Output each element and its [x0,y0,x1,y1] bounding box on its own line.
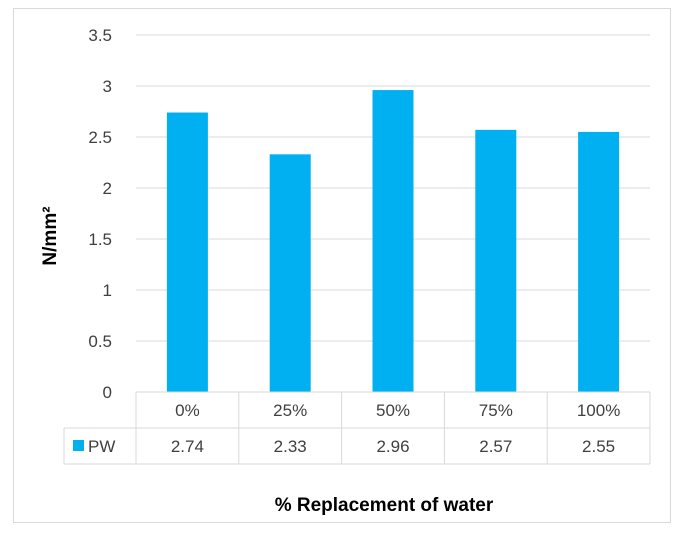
y-tick-label: 0.5 [88,332,112,351]
category-label: 25% [273,401,307,420]
y-tick-label: 1.5 [88,230,112,249]
y-tick-label: 0 [103,383,112,402]
category-label: 75% [479,401,513,420]
data-table: 0% 2.74 25% 2.33 50% 2.96 75% 2.57 100% 2.55 PW [63,391,651,465]
data-table-value: 2.74 [171,437,204,456]
bar [269,154,311,392]
data-table-value: 2.55 [582,437,615,456]
data-table-value: 2.57 [479,437,512,456]
legend-swatch [73,440,84,451]
y-tick-label: 2 [103,179,112,198]
y-tick-label: 1 [103,281,112,300]
category-label: 50% [376,401,410,420]
y-tick-label: 3 [103,77,112,96]
y-axis-label: N/mm² [40,206,61,265]
bar [166,112,208,393]
y-tick-label: 2.5 [88,128,112,147]
bar [475,129,517,393]
bars [166,90,620,393]
data-table-value: 2.33 [274,437,307,456]
y-tick-label: 3.5 [88,26,112,45]
category-label: 100% [577,401,620,420]
data-table-value: 2.96 [376,437,409,456]
bar [578,131,620,392]
x-axis-label: % Replacement of water [275,495,494,516]
legend-series-name: PW [88,437,115,456]
category-label: 0% [175,401,200,420]
y-axis-ticks: 0 0.5 1 1.5 2 2.5 3 3.5 [88,26,112,402]
bar [372,90,414,392]
